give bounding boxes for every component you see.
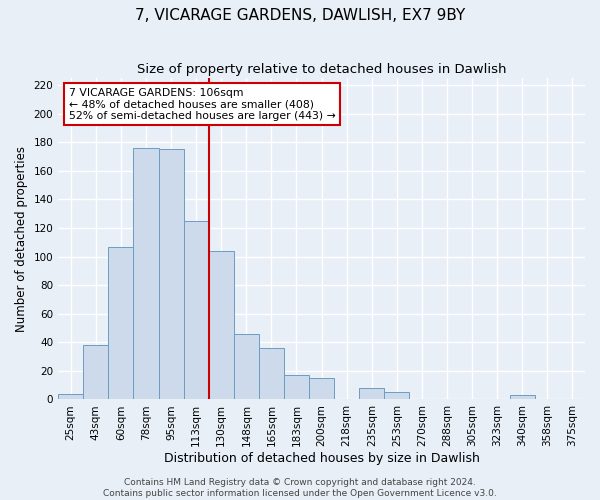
Bar — [385, 392, 409, 400]
Bar — [259, 348, 284, 400]
Bar — [234, 334, 259, 400]
Text: 7 VICARAGE GARDENS: 106sqm
← 48% of detached houses are smaller (408)
52% of sem: 7 VICARAGE GARDENS: 106sqm ← 48% of deta… — [69, 88, 335, 121]
Bar — [209, 251, 234, 400]
Bar — [510, 395, 535, 400]
Text: Contains HM Land Registry data © Crown copyright and database right 2024.
Contai: Contains HM Land Registry data © Crown c… — [103, 478, 497, 498]
Bar — [359, 388, 385, 400]
Text: 7, VICARAGE GARDENS, DAWLISH, EX7 9BY: 7, VICARAGE GARDENS, DAWLISH, EX7 9BY — [135, 8, 465, 22]
X-axis label: Distribution of detached houses by size in Dawlish: Distribution of detached houses by size … — [164, 452, 479, 465]
Y-axis label: Number of detached properties: Number of detached properties — [15, 146, 28, 332]
Title: Size of property relative to detached houses in Dawlish: Size of property relative to detached ho… — [137, 62, 506, 76]
Bar — [133, 148, 158, 400]
Bar — [284, 375, 309, 400]
Bar — [58, 394, 83, 400]
Bar — [309, 378, 334, 400]
Bar — [83, 345, 109, 400]
Bar — [184, 221, 209, 400]
Bar — [109, 246, 133, 400]
Bar — [158, 150, 184, 400]
